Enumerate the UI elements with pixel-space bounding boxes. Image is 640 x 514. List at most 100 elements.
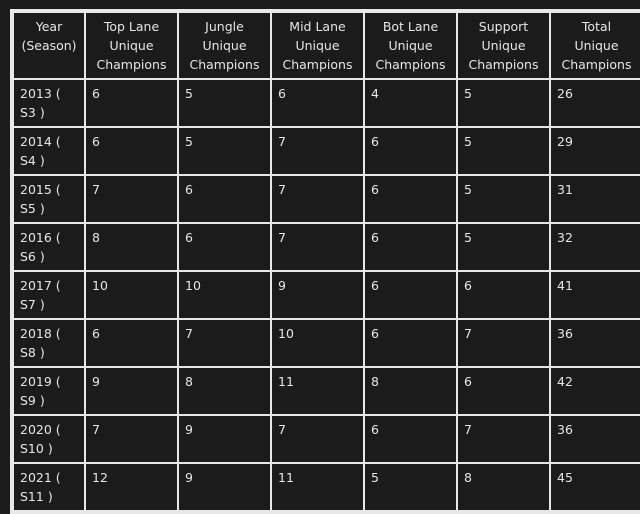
value-cell: 6: [365, 320, 456, 366]
table-row: 2019 (S9 ) 9 8 11 8 6 42: [14, 368, 640, 414]
value-cell: 10: [86, 272, 177, 318]
year-cell: 2020 ( S10 ): [14, 416, 84, 462]
value-cell: 8: [179, 368, 270, 414]
header-line: Unique: [202, 38, 247, 53]
value-cell: 36: [551, 416, 640, 462]
value-cell: 7: [272, 128, 363, 174]
header-line: Champions: [282, 57, 353, 72]
value-cell: 7: [458, 320, 549, 366]
value-cell: 6: [86, 128, 177, 174]
column-header: Bot Lane Unique Champions: [365, 13, 456, 78]
value-cell: 7: [86, 176, 177, 222]
value-cell: 6: [365, 272, 456, 318]
cell-line: 2018 (: [20, 326, 61, 341]
value-cell: 5: [458, 128, 549, 174]
cell-line: 2014 (: [20, 134, 61, 149]
year-cell: 2021 ( S11 ): [14, 464, 84, 510]
value-cell: 12: [86, 464, 177, 510]
year-cell: 2014 ( S4 ): [14, 128, 84, 174]
cell-line: S10 ): [20, 441, 53, 456]
value-cell: 9: [179, 416, 270, 462]
cell-line: 2021 (: [20, 470, 61, 485]
header-line: Unique: [574, 38, 619, 53]
value-cell: 5: [458, 80, 549, 126]
value-cell: 45: [551, 464, 640, 510]
year-cell: 2018 ( S8 ): [14, 320, 84, 366]
table-row: 2016 (S6 ) 8 6 7 6 5 32: [14, 224, 640, 270]
value-cell: 41: [551, 272, 640, 318]
header-line: Bot Lane: [382, 19, 439, 34]
table-row: 2018 (S8 ) 6 7 10 6 7 36: [14, 320, 640, 366]
cell-line: S11 ): [20, 489, 53, 504]
year-cell: 2017 ( S7 ): [14, 272, 84, 318]
header-line: (Season): [21, 38, 77, 53]
cell-line: S5 ): [20, 201, 45, 216]
header-line: Mid Lane: [289, 19, 346, 34]
value-cell: 7: [458, 416, 549, 462]
column-header: Jungle Unique Champions: [179, 13, 270, 78]
value-cell: 6: [365, 416, 456, 462]
header-line: Jungle: [205, 19, 244, 34]
cell-line: S7 ): [20, 297, 45, 312]
value-cell: 5: [179, 128, 270, 174]
column-header: Year (Season): [14, 13, 84, 78]
cell-line: S8 ): [20, 345, 45, 360]
header-line: Unique: [295, 38, 340, 53]
header-line: Champions: [561, 57, 632, 72]
year-cell: 2013 (S3 ): [14, 80, 84, 126]
value-cell: 26: [551, 80, 640, 126]
value-cell: 7: [179, 320, 270, 366]
value-cell: 9: [86, 368, 177, 414]
year-cell: 2016 ( S6 ): [14, 224, 84, 270]
value-cell: 5: [458, 224, 549, 270]
value-cell: 10: [179, 272, 270, 318]
cell-line: S3 ): [20, 105, 45, 120]
value-cell: 6: [365, 224, 456, 270]
cell-line: 2019 (: [20, 374, 61, 389]
column-header: Support Unique Champions: [458, 13, 549, 78]
cell-line: 2017 (: [20, 278, 61, 293]
value-cell: 6: [179, 224, 270, 270]
value-cell: 7: [86, 416, 177, 462]
cell-line: 2016 (: [20, 230, 61, 245]
header-line: Total: [581, 19, 612, 34]
value-cell: 36: [551, 320, 640, 366]
value-cell: 5: [179, 80, 270, 126]
value-cell: 42: [551, 368, 640, 414]
value-cell: 10: [272, 320, 363, 366]
cell-line: 2020 (: [20, 422, 61, 437]
header-line: Champions: [189, 57, 260, 72]
column-header: Top Lane Unique Champions: [86, 13, 177, 78]
table-row: 2020 (S10 ) 7 9 7 6 7 36: [14, 416, 640, 462]
cell-line: S6 ): [20, 249, 45, 264]
header-line: Support: [478, 19, 529, 34]
value-cell: 6: [458, 272, 549, 318]
header-line: Unique: [481, 38, 526, 53]
value-cell: 32: [551, 224, 640, 270]
column-header: Total Unique Champions: [551, 13, 640, 78]
value-cell: 11: [272, 464, 363, 510]
header-line: Year: [35, 19, 63, 34]
value-cell: 8: [86, 224, 177, 270]
table-row: 2017 (S7 ) 10 10 9 6 6 41: [14, 272, 640, 318]
header-line: Unique: [109, 38, 154, 53]
header-line: Champions: [375, 57, 446, 72]
value-cell: 6: [272, 80, 363, 126]
value-cell: 9: [179, 464, 270, 510]
value-cell: 11: [272, 368, 363, 414]
table-row: 2013 (S3 ) 6 5 6 4 5 26: [14, 80, 640, 126]
header-line: Top Lane: [103, 19, 160, 34]
year-cell: 2019 (S9 ): [14, 368, 84, 414]
value-cell: 9: [272, 272, 363, 318]
value-cell: 6: [179, 176, 270, 222]
value-cell: 7: [272, 176, 363, 222]
value-cell: 6: [458, 368, 549, 414]
value-cell: 5: [365, 464, 456, 510]
header-line: Champions: [468, 57, 539, 72]
value-cell: 7: [272, 224, 363, 270]
value-cell: 31: [551, 176, 640, 222]
table-row: 2021 (S11 ) 12 9 11 5 8 45: [14, 464, 640, 510]
value-cell: 4: [365, 80, 456, 126]
cell-line: S4 ): [20, 153, 45, 168]
year-cell: 2015 (S5 ): [14, 176, 84, 222]
